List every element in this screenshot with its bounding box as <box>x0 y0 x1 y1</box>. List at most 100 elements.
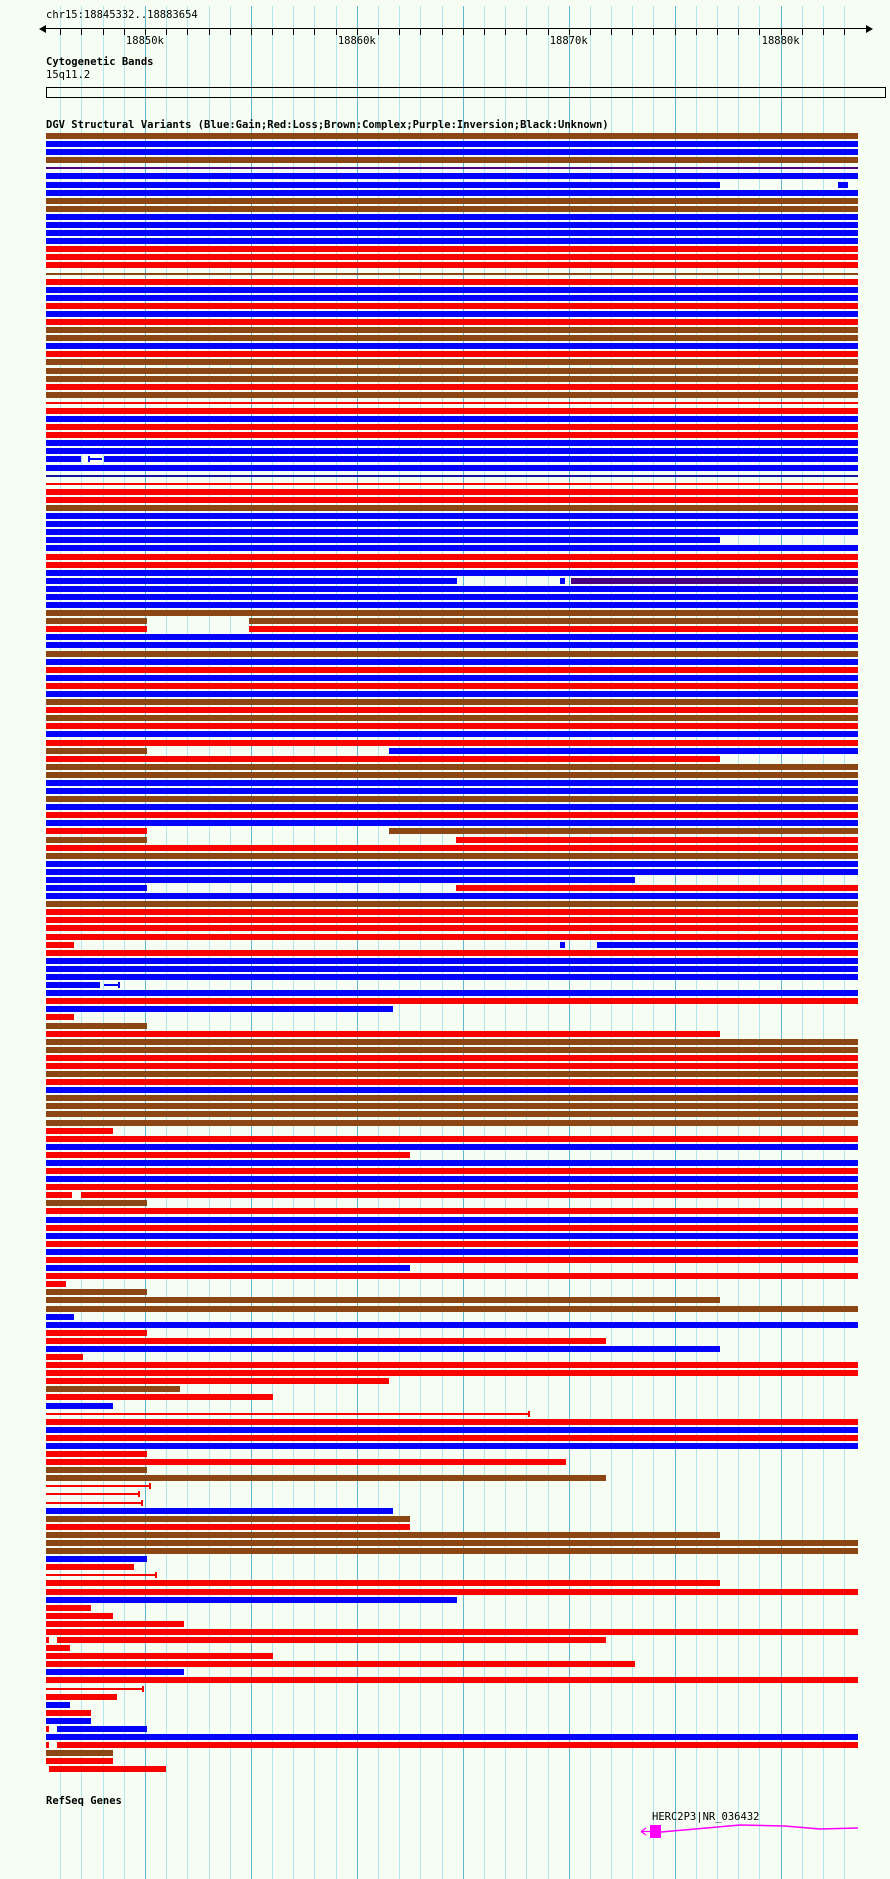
dgv-variant-row[interactable] <box>0 213 890 222</box>
dgv-variant-row[interactable] <box>0 1208 890 1216</box>
dgv-variant-row[interactable] <box>0 1313 890 1322</box>
dgv-variant-row[interactable] <box>0 585 890 594</box>
dgv-variant-row[interactable] <box>0 650 890 659</box>
dgv-variant-row[interactable] <box>0 545 890 553</box>
dgv-variant-row[interactable] <box>0 1394 890 1402</box>
dgv-variant-row[interactable] <box>0 1378 890 1386</box>
dgv-variant-row[interactable] <box>0 642 890 650</box>
dgv-variant-row[interactable] <box>0 133 890 141</box>
dgv-variant-row[interactable] <box>0 367 890 376</box>
dgv-variant-row[interactable] <box>0 1345 890 1354</box>
dgv-variant-row[interactable] <box>0 731 890 739</box>
dgv-variant-row[interactable] <box>0 1119 890 1128</box>
dgv-variant-row[interactable] <box>0 1184 890 1192</box>
dgv-variant-row[interactable] <box>0 957 890 966</box>
dgv-variant-row[interactable] <box>0 1580 890 1588</box>
dgv-variant-row[interactable] <box>0 1111 890 1119</box>
dgv-variant-row[interactable] <box>0 699 890 707</box>
dgv-variant-row[interactable] <box>0 1677 890 1685</box>
dgv-variant-row[interactable] <box>0 1620 890 1629</box>
dgv-variant-row[interactable] <box>0 254 890 262</box>
dgv-variant-row[interactable] <box>0 836 890 845</box>
dgv-variant-row[interactable] <box>0 1248 890 1257</box>
dgv-variant-row[interactable] <box>0 343 890 351</box>
dgv-variant-row[interactable] <box>0 715 890 723</box>
dgv-variant-row[interactable] <box>0 537 890 545</box>
dgv-variant-row[interactable] <box>0 1701 890 1710</box>
dgv-variant-row[interactable] <box>0 1612 890 1621</box>
dgv-variant-row[interactable] <box>0 432 890 440</box>
dgv-variant-row[interactable] <box>0 424 890 432</box>
dgv-variant-row[interactable] <box>0 1038 890 1047</box>
dgv-variant-row[interactable] <box>0 1564 890 1572</box>
dgv-variant-row[interactable] <box>0 1766 890 1774</box>
dgv-variant-row[interactable] <box>0 1386 890 1394</box>
dgv-variant-row[interactable] <box>0 1232 890 1241</box>
dgv-variant-row[interactable] <box>0 885 890 893</box>
dgv-variant-row[interactable] <box>0 1200 890 1208</box>
dgv-variant-row[interactable] <box>0 1087 890 1095</box>
dgv-variant-row[interactable] <box>0 310 890 319</box>
dgv-variant-row[interactable] <box>0 473 890 481</box>
dgv-variant-row[interactable] <box>0 1604 890 1613</box>
dgv-variant-row[interactable] <box>0 1289 890 1297</box>
dgv-variant-row[interactable] <box>0 1054 890 1063</box>
dgv-variant-row[interactable] <box>0 1717 890 1726</box>
gene-glyph[interactable] <box>620 1820 880 1846</box>
dgv-variant-row[interactable] <box>0 400 890 408</box>
dgv-variant-row[interactable] <box>0 796 890 804</box>
dgv-variant-row[interactable] <box>0 197 890 206</box>
dgv-variant-row[interactable] <box>0 1451 890 1459</box>
dgv-variant-row[interactable] <box>0 359 890 367</box>
dgv-variant-row[interactable] <box>0 1281 890 1289</box>
dgv-variant-row[interactable] <box>0 1540 890 1548</box>
dgv-variant-row[interactable] <box>0 1216 890 1225</box>
dgv-variant-row[interactable] <box>0 278 890 287</box>
dgv-variant-row[interactable] <box>0 416 890 424</box>
dgv-variant-row[interactable] <box>0 1491 890 1499</box>
dgv-variant-row[interactable] <box>0 1653 890 1661</box>
dgv-variant-row[interactable] <box>0 335 890 343</box>
dgv-variant-row[interactable] <box>0 1483 890 1491</box>
dgv-variant-row[interactable] <box>0 965 890 974</box>
dgv-variant-row[interactable] <box>0 1071 890 1079</box>
dgv-variant-row[interactable] <box>0 1192 890 1200</box>
dgv-variant-row[interactable] <box>0 1459 890 1467</box>
dgv-variant-row[interactable] <box>0 925 890 933</box>
dgv-variant-row[interactable] <box>0 529 890 537</box>
dgv-variant-row[interactable] <box>0 666 890 675</box>
dgv-variant-row[interactable] <box>0 1645 890 1653</box>
dgv-variant-row[interactable] <box>0 141 890 149</box>
dgv-variant-row[interactable] <box>0 1305 890 1314</box>
dgv-variant-row[interactable] <box>0 327 890 335</box>
dgv-variant-row[interactable] <box>0 1022 890 1031</box>
dgv-variant-row[interactable] <box>0 375 890 384</box>
dgv-variant-row[interactable] <box>0 1127 890 1136</box>
dgv-variant-row[interactable] <box>0 990 890 998</box>
dgv-variant-row[interactable] <box>0 763 890 772</box>
dgv-variant-row[interactable] <box>0 149 890 157</box>
dgv-variant-row[interactable] <box>0 456 890 464</box>
dgv-variant-row[interactable] <box>0 319 890 327</box>
dgv-variant-row[interactable] <box>0 618 890 626</box>
dgv-variant-row[interactable] <box>0 893 890 901</box>
dgv-variant-row[interactable] <box>0 521 890 529</box>
dgv-variant-row[interactable] <box>0 1240 890 1249</box>
dgv-variant-row[interactable] <box>0 1329 890 1338</box>
dgv-variant-row[interactable] <box>0 868 890 877</box>
dgv-variant-row[interactable] <box>0 157 890 165</box>
dgv-variant-row[interactable] <box>0 1143 890 1152</box>
dgv-variant-row[interactable] <box>0 747 890 756</box>
dgv-variant-row[interactable] <box>0 302 890 311</box>
dgv-variant-row[interactable] <box>0 1685 890 1694</box>
dgv-variant-row[interactable] <box>0 658 890 667</box>
dgv-variant-row[interactable] <box>0 1418 890 1427</box>
dgv-variant-row[interactable] <box>0 779 890 788</box>
dgv-variant-row[interactable] <box>0 876 890 885</box>
dgv-variant-row[interactable] <box>0 165 890 173</box>
dgv-variant-row[interactable] <box>0 238 890 246</box>
dgv-variant-row[interactable] <box>0 1410 890 1419</box>
dgv-variant-row[interactable] <box>0 1321 890 1330</box>
dgv-variant-row[interactable] <box>0 513 890 521</box>
dgv-variant-row[interactable] <box>0 682 890 691</box>
